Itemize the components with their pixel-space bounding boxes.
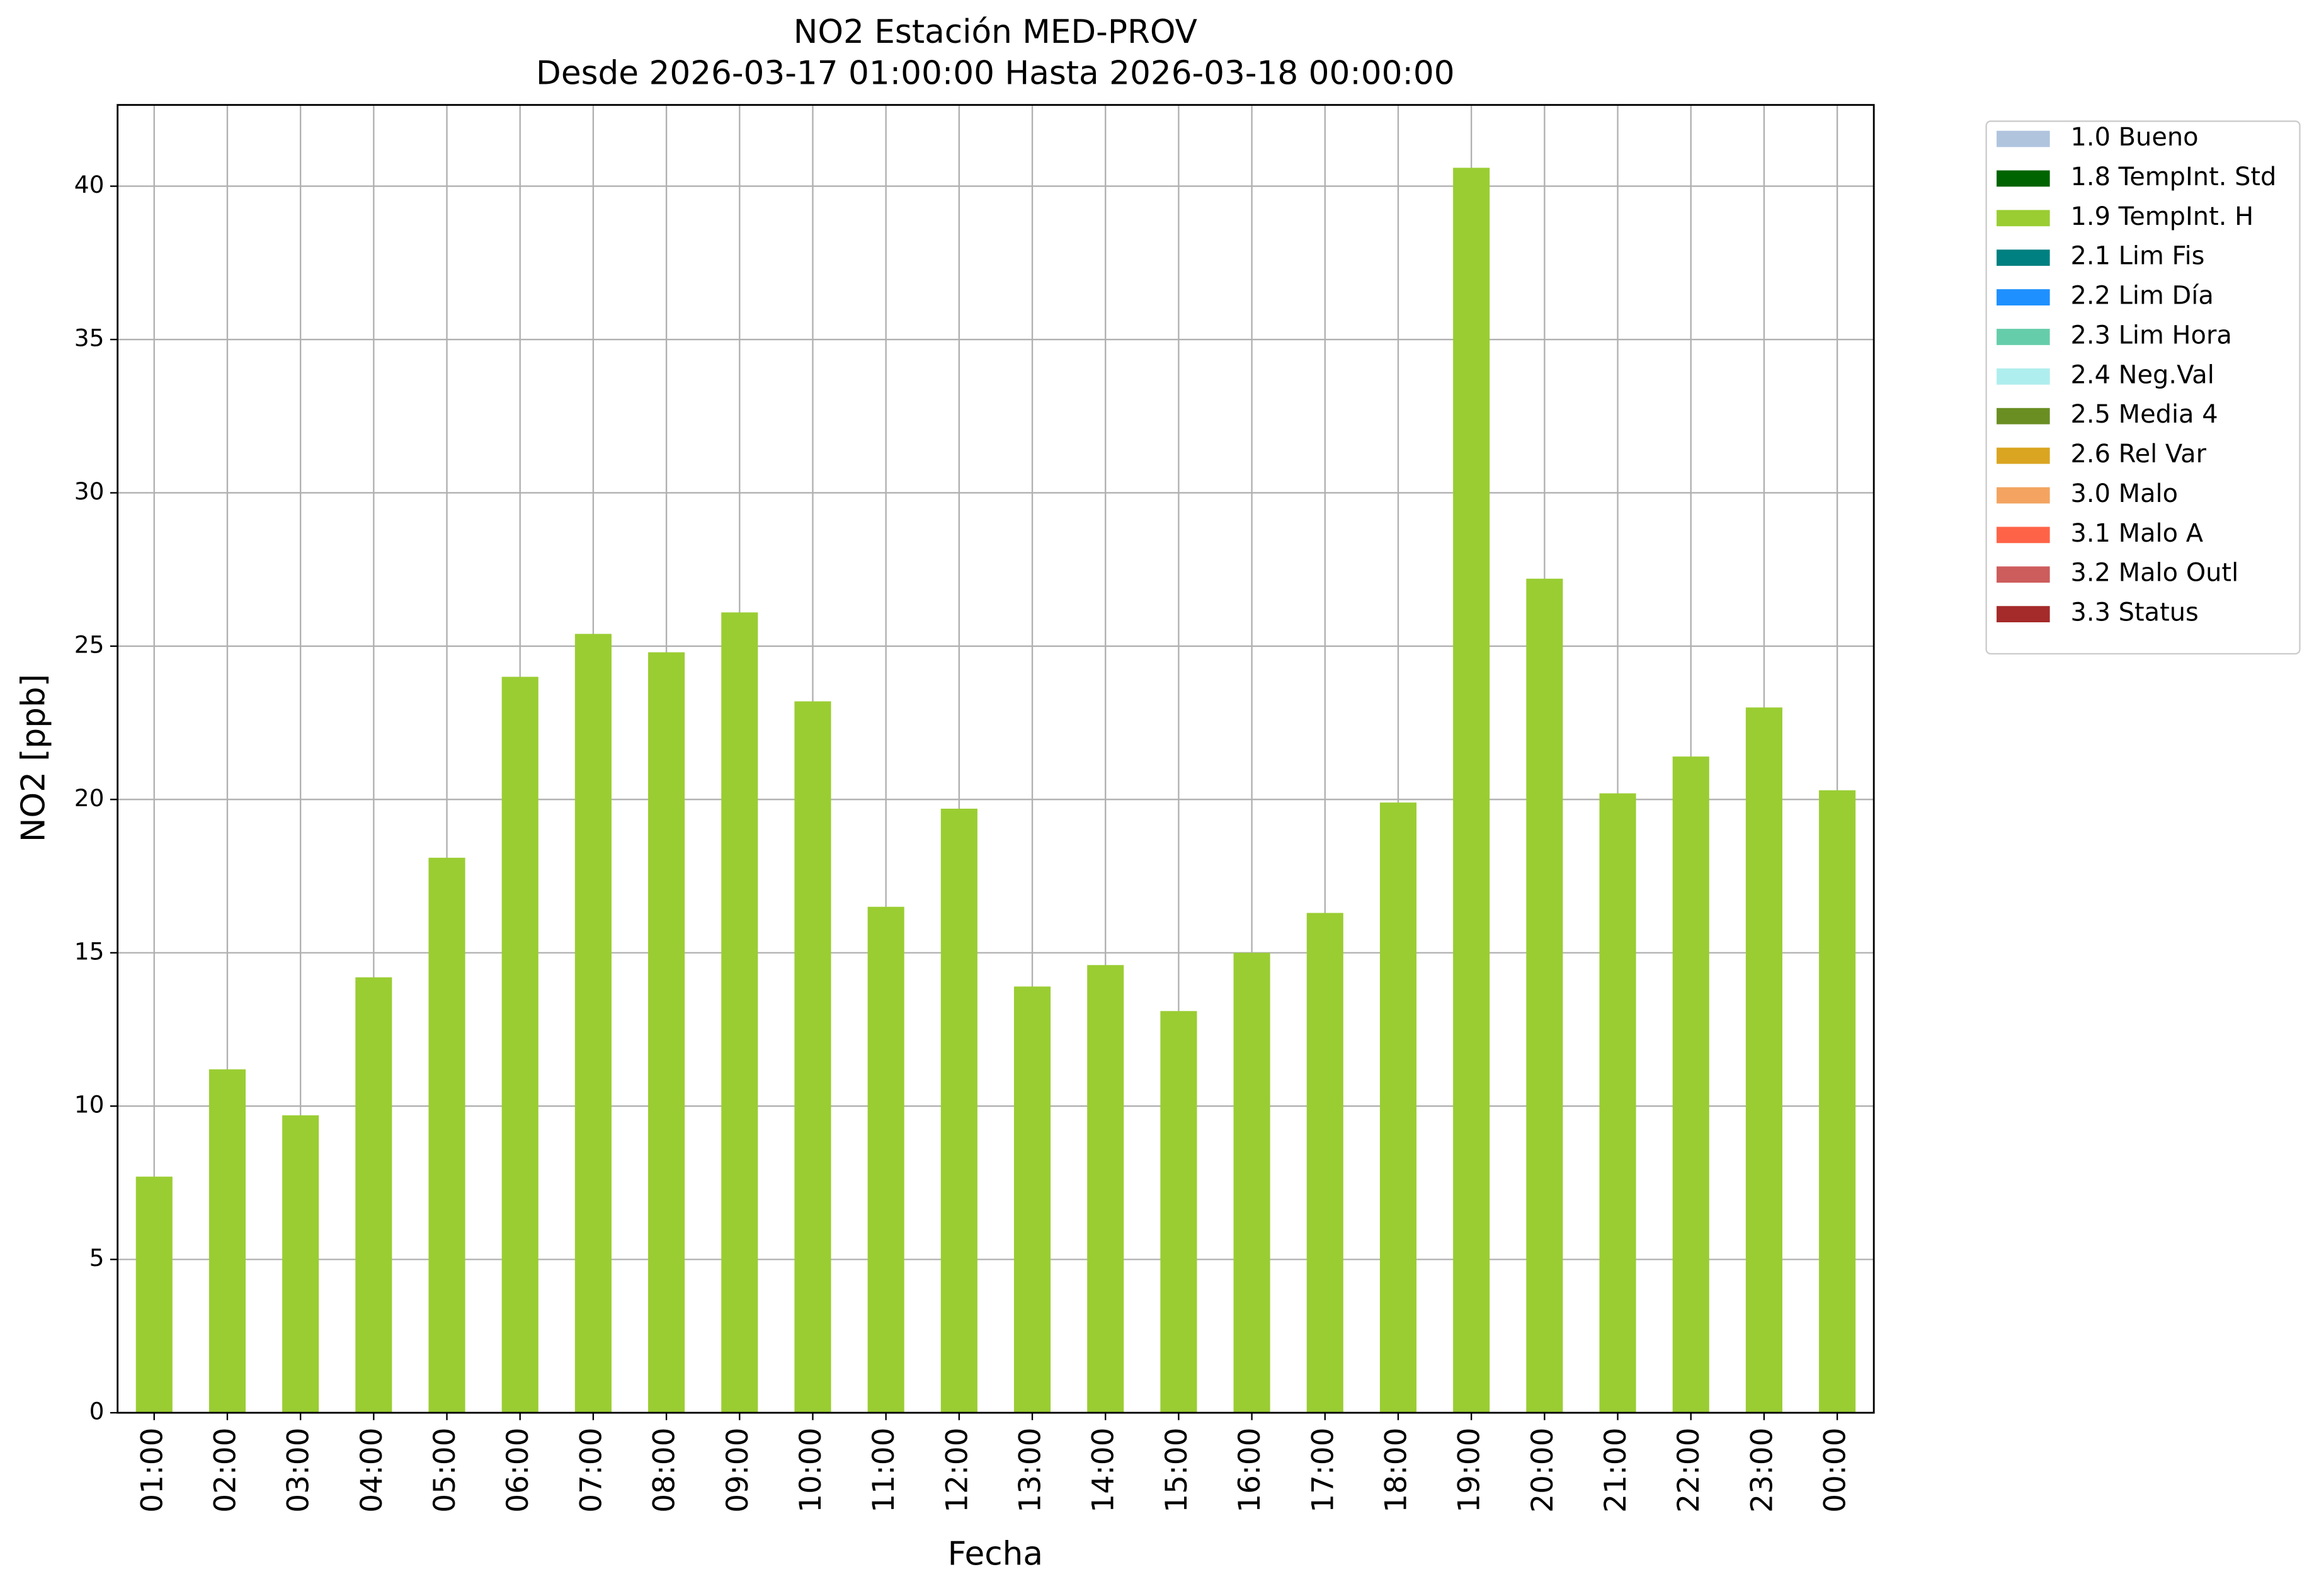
bar xyxy=(648,652,685,1413)
legend-label: 2.6 Rel Var xyxy=(2071,440,2207,469)
x-tick-label: 18:00 xyxy=(1379,1428,1413,1513)
legend-swatch xyxy=(1997,447,2050,464)
bar xyxy=(1453,168,1490,1413)
bar xyxy=(1745,707,1782,1413)
bar xyxy=(1087,965,1124,1413)
legend-label: 1.0 Bueno xyxy=(2071,123,2199,152)
legend-swatch xyxy=(1997,487,2050,504)
bar xyxy=(1672,756,1709,1413)
legend-swatch xyxy=(1997,566,2050,583)
legend: 1.0 Bueno 1.8 TempInt. Std 1.9 TempInt. H 2… xyxy=(1985,120,2301,655)
bar xyxy=(1526,578,1563,1413)
x-tick-label: 07:00 xyxy=(574,1428,608,1513)
x-tick-label: 19:00 xyxy=(1452,1428,1487,1513)
bar xyxy=(574,634,612,1413)
legend-swatch xyxy=(1997,289,2050,305)
legend-label: 1.9 TempInt. H xyxy=(2071,202,2254,231)
bars xyxy=(135,168,1856,1413)
legend-swatch xyxy=(1997,249,2050,266)
bar xyxy=(428,857,465,1413)
y-tick-label: 40 xyxy=(74,171,105,198)
x-tick-label: 20:00 xyxy=(1525,1428,1560,1513)
y-tick-label: 15 xyxy=(74,937,105,965)
x-tick-label: 11:00 xyxy=(867,1428,901,1513)
y-tick-label: 20 xyxy=(74,784,105,812)
y-tick-label: 35 xyxy=(74,324,105,352)
bar xyxy=(1013,986,1051,1413)
x-tick-label: 08:00 xyxy=(647,1428,682,1513)
legend-swatch xyxy=(1997,329,2050,345)
x-tick-label: 12:00 xyxy=(940,1428,974,1513)
legend-swatch xyxy=(1997,130,2050,147)
x-tick-label: 00:00 xyxy=(1818,1428,1853,1513)
axes: 0 5 10 15 20 25 30 35 40 01:00 02:00 03:00 04:00 05:0… xyxy=(74,104,1875,1513)
legend-box xyxy=(1985,120,2301,655)
bar xyxy=(1599,793,1636,1413)
y-tick-label: 5 xyxy=(89,1244,105,1272)
legend-swatch xyxy=(1997,408,2050,425)
legend-label: 2.4 Neg.Val xyxy=(2071,360,2214,389)
bar xyxy=(1379,802,1417,1413)
chart-subtitle: Desde 2026-03-17 01:00:00 Hasta 2026-03-… xyxy=(536,55,1455,93)
legend-label: 2.3 Lim Hora xyxy=(2071,321,2232,350)
bar xyxy=(1160,1011,1197,1413)
x-tick-label: 01:00 xyxy=(135,1428,169,1513)
x-tick-label: 05:00 xyxy=(428,1428,462,1513)
bar xyxy=(1233,952,1270,1413)
legend-label: 2.1 Lim Fis xyxy=(2071,242,2205,271)
legend-swatch xyxy=(1997,606,2050,623)
y-tick-label: 0 xyxy=(89,1398,105,1425)
legend-swatch xyxy=(1997,527,2050,544)
x-tick-label: 14:00 xyxy=(1086,1428,1121,1513)
x-tick-label: 06:00 xyxy=(501,1428,535,1513)
x-tick-label: 22:00 xyxy=(1672,1428,1706,1513)
x-axis-label: Fecha xyxy=(948,1536,1043,1573)
legend-label: 3.2 Malo Outl xyxy=(2071,559,2239,588)
bar xyxy=(867,906,904,1413)
x-tick-label: 16:00 xyxy=(1233,1428,1267,1513)
bar xyxy=(721,612,758,1413)
legend-label: 3.1 Malo A xyxy=(2071,519,2204,548)
legend-swatch xyxy=(1997,170,2050,187)
y-tick-label: 30 xyxy=(74,477,105,505)
x-tick-label: 15:00 xyxy=(1160,1428,1194,1513)
bar xyxy=(1819,790,1856,1413)
bar xyxy=(135,1177,173,1413)
legend-label: 3.0 Malo xyxy=(2071,479,2179,508)
bar xyxy=(940,808,977,1413)
bar xyxy=(355,977,392,1413)
chart-title: NO2 Estación MED-PROV xyxy=(794,13,1197,51)
x-tick-label: 09:00 xyxy=(721,1428,755,1513)
x-tick-label: 23:00 xyxy=(1745,1428,1779,1513)
legend-swatch xyxy=(1997,210,2050,227)
plot-frame xyxy=(117,104,1875,1414)
x-tick-label: 21:00 xyxy=(1598,1428,1633,1513)
x-tick-label: 04:00 xyxy=(355,1428,389,1513)
bar xyxy=(208,1069,246,1413)
x-tick-label: 10:00 xyxy=(794,1428,828,1513)
x-tick-label: 02:00 xyxy=(208,1428,242,1513)
bar xyxy=(282,1115,319,1413)
bar xyxy=(501,676,538,1413)
legend-swatch xyxy=(1997,368,2050,385)
x-tick-label: 03:00 xyxy=(282,1428,316,1513)
x-tick-label: 13:00 xyxy=(1013,1428,1048,1513)
legend-label: 3.3 Status xyxy=(2071,598,2199,627)
legend-label: 1.8 TempInt. Std xyxy=(2071,162,2277,191)
y-tick-label: 10 xyxy=(74,1091,105,1119)
bar xyxy=(794,701,831,1413)
x-tick-label: 17:00 xyxy=(1306,1428,1340,1513)
legend-label: 2.2 Lim Día xyxy=(2071,282,2214,311)
y-axis-label: NO2 [ppb] xyxy=(14,674,52,842)
bar xyxy=(1306,913,1343,1413)
y-tick-label: 25 xyxy=(74,630,105,658)
legend-label: 2.5 Media 4 xyxy=(2071,400,2218,429)
